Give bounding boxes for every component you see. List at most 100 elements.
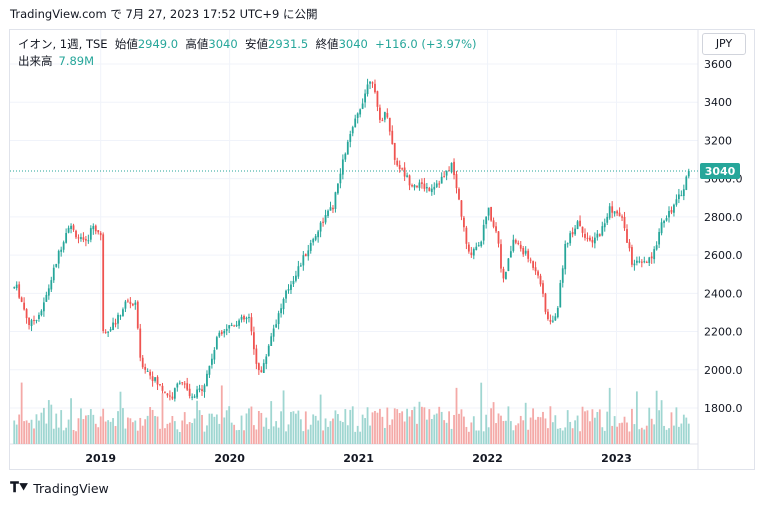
volume-bar [156,416,159,444]
volume-bar [235,430,238,444]
volume-bar [393,408,396,444]
volume-bar [40,412,43,444]
candle-body [45,294,48,302]
volume-bar [302,431,305,444]
candle-body [369,81,371,84]
candle-body [376,91,379,107]
volume-bar [660,400,663,444]
candle-body [102,234,105,331]
candle-body [267,345,270,356]
candle-body [346,141,349,155]
candle-body [89,228,92,240]
volume-bar [67,419,70,444]
volume-bar [188,422,191,444]
volume-bar [613,416,616,444]
volume-bar [257,410,260,444]
candle-body [448,170,450,172]
y-tick-label: 2200.0 [704,326,743,339]
candle-body [122,309,124,316]
volume-bar [196,400,198,444]
volume-bar [171,416,174,444]
volume-bar [428,409,431,444]
candle-body [47,288,50,296]
volume-bar [361,414,364,444]
candle-body [13,287,16,289]
candle-body [487,207,490,216]
volume-bar [687,423,690,444]
volume-bar [349,409,352,444]
candle-body [99,232,102,236]
volume-bar [290,411,292,444]
volume-bar [554,415,557,444]
volume-bar [403,421,406,444]
candle-body [379,107,381,120]
volume-legend: 出来高 7.89M [18,53,94,69]
candle-body [396,160,399,166]
volume-bar [77,418,80,444]
candle-body [527,250,530,259]
candle-body [67,227,70,233]
candle-body [532,261,535,268]
volume-bar [208,413,211,444]
candle-body [416,185,418,188]
currency-button[interactable]: JPY [702,33,746,55]
candle-body [144,366,147,370]
volume-bar [136,430,139,444]
footer-brand[interactable]: 𝐓⯆ TradingView [10,480,109,496]
candle-body [490,206,493,221]
volume-bar [430,419,433,444]
volume-bar [561,430,564,444]
volume-bar [339,420,342,444]
candle-body [524,250,527,254]
volume-bar [470,422,473,444]
candle-body [166,393,169,396]
candles [13,78,690,402]
candle-body [507,258,510,272]
volume-bar [262,426,265,444]
candle-body [295,275,297,281]
candle-body [443,176,446,178]
volume-bar [658,410,661,444]
candle-body [591,240,594,243]
volume-bar [277,427,280,444]
volume-bar [500,415,502,444]
volume-bar [663,425,665,444]
candle-body [571,232,574,235]
volume-bar [104,421,107,444]
legend-symbol[interactable]: イオン, 1週, TSE [18,37,108,51]
candle-body [435,183,438,187]
candle-body [280,308,282,314]
candle-body [626,229,628,243]
volume-bar [99,416,102,444]
candle-body [675,199,678,205]
y-tick-label: 2600.0 [704,249,743,262]
volume-bar [673,425,675,444]
volume-bar [603,430,606,444]
candle-body [62,242,65,250]
volume-bar [47,400,50,444]
candle-body [458,188,460,200]
volume-bar [374,410,376,444]
volume-bar [398,413,401,444]
volume-bar [65,427,68,444]
chart-frame[interactable]: 1800.0 2000.0 2200.0 2400.0 2600.0 2800.0 3000… [9,29,755,470]
candle-body [554,316,557,321]
candle-body [673,204,675,213]
volume-bar [438,406,441,444]
candle-body [574,228,577,235]
volume-bar [596,411,599,444]
volume-bar [178,431,181,444]
candle-body [245,317,248,320]
volume-bar [682,414,685,444]
volume-bars [13,382,690,444]
volume-bar [23,421,26,444]
candle-body [665,218,668,221]
volume-bar [146,415,149,444]
volume-bar [220,385,223,444]
volume-bar [475,430,478,444]
volume-bar [89,409,92,444]
candle-body [188,388,191,397]
chart-canvas[interactable]: 1800.02000.02200.02400.02600.02800.03000… [10,30,754,469]
candle-body [208,365,211,375]
volume-bar [297,410,300,444]
